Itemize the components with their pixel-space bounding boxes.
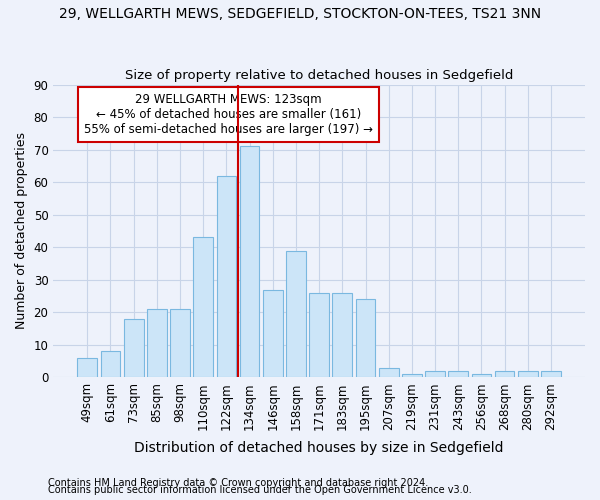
Title: Size of property relative to detached houses in Sedgefield: Size of property relative to detached ho… bbox=[125, 69, 514, 82]
Bar bbox=[193, 238, 213, 378]
Text: 29 WELLGARTH MEWS: 123sqm
← 45% of detached houses are smaller (161)
55% of semi: 29 WELLGARTH MEWS: 123sqm ← 45% of detac… bbox=[84, 94, 373, 136]
Bar bbox=[541, 371, 561, 378]
Bar bbox=[518, 371, 538, 378]
Text: 29, WELLGARTH MEWS, SEDGEFIELD, STOCKTON-ON-TEES, TS21 3NN: 29, WELLGARTH MEWS, SEDGEFIELD, STOCKTON… bbox=[59, 8, 541, 22]
Bar bbox=[286, 250, 306, 378]
Bar bbox=[448, 371, 468, 378]
Bar bbox=[263, 290, 283, 378]
Bar bbox=[101, 352, 121, 378]
Bar bbox=[425, 371, 445, 378]
Bar bbox=[379, 368, 398, 378]
Text: Contains HM Land Registry data © Crown copyright and database right 2024.: Contains HM Land Registry data © Crown c… bbox=[48, 478, 428, 488]
Bar bbox=[332, 293, 352, 378]
Bar bbox=[356, 300, 376, 378]
Bar bbox=[309, 293, 329, 378]
Bar bbox=[472, 374, 491, 378]
Bar bbox=[495, 371, 514, 378]
Bar bbox=[77, 358, 97, 378]
Text: Contains public sector information licensed under the Open Government Licence v3: Contains public sector information licen… bbox=[48, 485, 472, 495]
Bar bbox=[240, 146, 259, 378]
Bar bbox=[217, 176, 236, 378]
Bar bbox=[170, 309, 190, 378]
X-axis label: Distribution of detached houses by size in Sedgefield: Distribution of detached houses by size … bbox=[134, 441, 504, 455]
Bar bbox=[402, 374, 422, 378]
Y-axis label: Number of detached properties: Number of detached properties bbox=[15, 132, 28, 330]
Bar bbox=[147, 309, 167, 378]
Bar bbox=[124, 319, 143, 378]
